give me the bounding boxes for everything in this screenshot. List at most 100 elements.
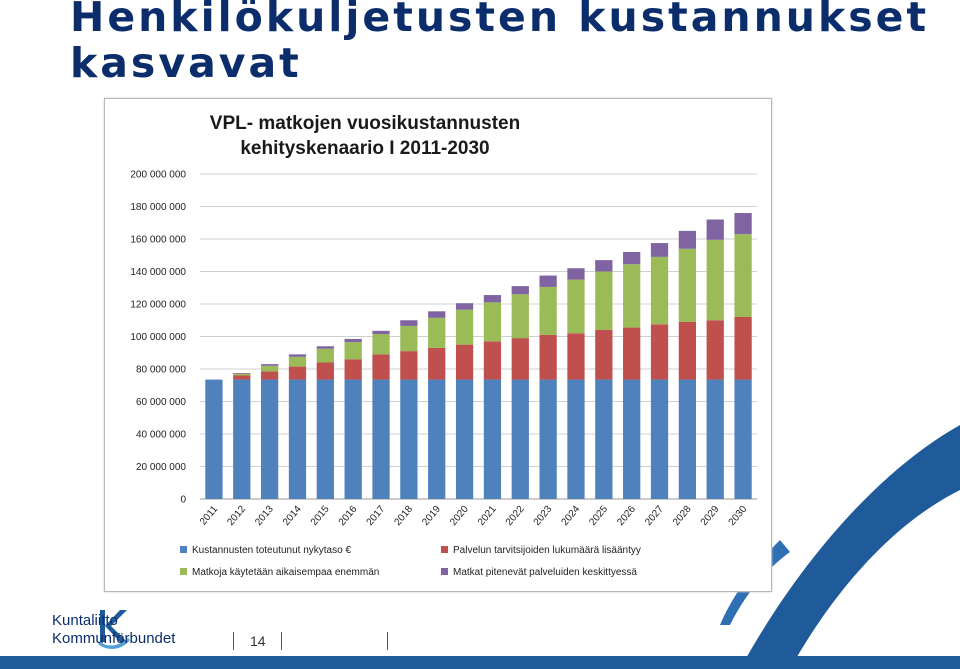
bar-segment-series-2 (455, 344, 474, 380)
chart-title-line2: kehityskenaario I 2011-2030 (240, 138, 489, 159)
y-tick-label: 180 000 000 (130, 202, 186, 213)
x-tick-label: 2020 (448, 504, 471, 528)
legend-label: Matkat pitenevät palveluiden keskittyess… (453, 567, 637, 578)
x-tick-label: 2024 (560, 504, 583, 528)
bar-segment-series-3 (734, 234, 752, 317)
x-tick-label: 2012 (225, 504, 248, 528)
chart-bars (205, 213, 752, 499)
bar-segment-series-4 (260, 364, 279, 366)
legend-swatch (441, 568, 448, 575)
bar-segment-series-2 (511, 338, 529, 380)
bar-segment-series-3 (623, 264, 641, 328)
bar-segment-series-1 (734, 379, 752, 499)
bar-segment-series-3 (344, 342, 362, 360)
slide-title-line2: kasvavat (70, 39, 302, 87)
x-tick-label: 2011 (198, 504, 221, 528)
bar-segment-series-2 (483, 341, 502, 380)
bar-segment-series-4 (539, 275, 557, 287)
y-tick-label: 200 000 000 (130, 170, 186, 181)
y-tick-label: 20 000 000 (136, 462, 186, 473)
bar-segment-series-1 (455, 379, 474, 499)
x-tick-label: 2025 (587, 504, 610, 528)
y-tick-label: 60 000 000 (136, 397, 186, 408)
bar-segment-series-4 (344, 338, 362, 343)
bar-segment-series-2 (428, 347, 446, 380)
y-tick-label: 120 000 000 (130, 300, 186, 311)
legend-swatch (441, 546, 448, 553)
bar-segment-series-3 (428, 317, 446, 348)
legend-label: Matkoja käytetään aikaisempaa enemmän (192, 567, 379, 578)
bar-segment-series-4 (678, 230, 697, 249)
y-axis-ticks: 0 20 000 000 40 000 000 60 000 000 80 000 00… (130, 170, 186, 506)
x-tick-label: 2030 (727, 504, 750, 528)
bar-segment-series-3 (567, 279, 585, 334)
slide-title-line1: Henkilökuljetusten kustannukset (70, 0, 930, 41)
bar-segment-series-4 (623, 252, 641, 265)
bar-segment-series-1 (567, 379, 585, 499)
bar-segment-series-4 (316, 346, 334, 349)
legend-label: Palvelun tarvitsijoiden lukumäärä lisään… (453, 545, 641, 556)
bar-segment-series-1 (233, 379, 251, 499)
bar-segment-series-2 (595, 330, 613, 380)
y-tick-label: 140 000 000 (130, 267, 186, 278)
y-tick-label: 0 (180, 495, 186, 506)
bar-segment-series-2 (734, 317, 752, 380)
bar-segment-series-2 (344, 359, 362, 380)
y-tick-label: 100 000 000 (130, 332, 186, 343)
bar-segment-series-2 (372, 354, 390, 380)
bar-segment-series-1 (623, 379, 641, 499)
bar-segment-series-4 (288, 354, 307, 357)
x-tick-label: 2016 (337, 504, 360, 528)
bar-segment-series-2 (706, 320, 724, 380)
bar-segment-series-1 (511, 379, 529, 499)
bar-segment-series-2 (539, 334, 557, 380)
bar-segment-series-1 (344, 379, 362, 499)
bar-segment-series-1 (288, 379, 307, 499)
bar-segment-series-4 (483, 295, 502, 303)
bar-segment-series-3 (539, 286, 557, 335)
bar-segment-series-3 (372, 334, 390, 355)
bar-segment-series-1 (706, 379, 724, 499)
bar-segment-series-3 (595, 271, 613, 330)
x-tick-label: 2014 (281, 504, 304, 528)
x-tick-label: 2023 (532, 504, 555, 528)
bar-segment-series-3 (706, 239, 724, 321)
bar-segment-series-4 (706, 219, 724, 240)
bar-segment-series-1 (678, 379, 697, 499)
bar-segment-series-3 (316, 348, 334, 363)
bar-segment-series-1 (650, 379, 669, 499)
bar-segment-series-4 (650, 243, 669, 257)
bar-segment-series-4 (455, 303, 474, 310)
x-tick-label: 2021 (476, 504, 499, 528)
x-tick-label: 2018 (392, 504, 415, 528)
page-number: 14 (250, 633, 266, 649)
logo-text-line2: Kommunförbundet (52, 630, 176, 647)
x-axis-ticks: 2011 2012 2013 2014 2015 2016 2017 2018 2019 2020… (198, 504, 750, 528)
bar-segment-series-2 (233, 375, 251, 380)
chart-legend: Kustannusten toteutunut nykytaso € Palvel… (180, 545, 641, 578)
bar-segment-series-1 (372, 379, 390, 499)
x-tick-label: 2015 (309, 504, 332, 528)
bar-segment-series-3 (678, 248, 697, 322)
bar-segment-series-1 (539, 379, 557, 499)
bar-segment-series-4 (372, 330, 390, 335)
bar-segment-series-2 (678, 321, 697, 380)
bar-segment-series-4 (428, 311, 446, 318)
chart-grid (200, 173, 757, 500)
bottom-band (0, 656, 960, 669)
bar-segment-series-2 (316, 362, 334, 380)
bar-segment-series-3 (260, 365, 279, 372)
footer-separator (281, 632, 282, 650)
x-tick-label: 2022 (504, 504, 527, 528)
bar-segment-series-1 (260, 379, 279, 499)
legend-label: Kustannusten toteutunut nykytaso € (192, 545, 351, 556)
footer-separator (233, 632, 234, 650)
chart-title-line1: VPL- matkojen vuosikustannusten (210, 113, 520, 134)
legend-swatch (180, 568, 187, 575)
bar-segment-series-1 (205, 379, 223, 499)
y-tick-label: 160 000 000 (130, 235, 186, 246)
bar-segment-series-3 (400, 325, 418, 352)
bar-segment-series-4 (734, 213, 752, 235)
bar-segment-series-2 (567, 333, 585, 380)
bar-segment-series-2 (623, 327, 641, 380)
